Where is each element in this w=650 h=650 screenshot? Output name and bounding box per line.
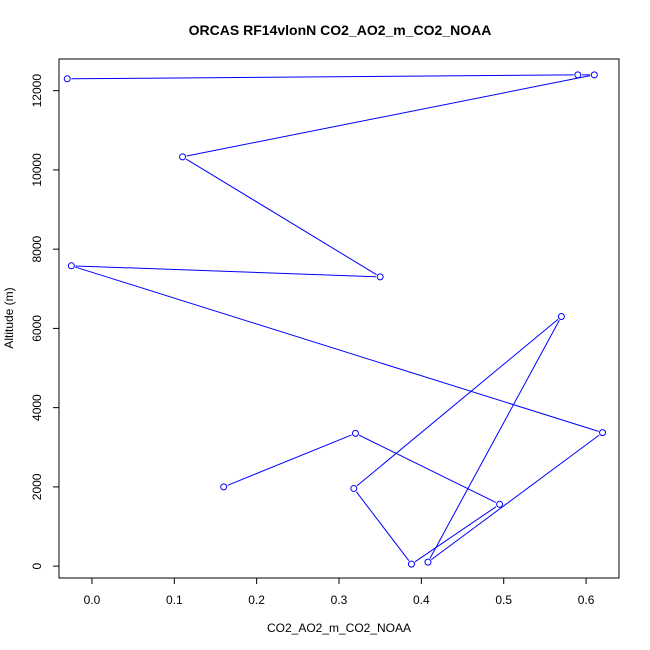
data-point: [179, 153, 187, 161]
data-point: [63, 75, 71, 83]
x-axis-label: CO2_AO2_m_CO2_NOAA: [267, 621, 411, 635]
series-line-segment: [186, 75, 591, 157]
series-line-segment: [355, 491, 410, 562]
x-tick-label: 0.6: [578, 593, 595, 607]
y-axis-label: Altitude (m): [2, 287, 16, 348]
y-tick-label: 4000: [30, 394, 44, 421]
series-line-segment: [71, 74, 574, 80]
y-tick-label: 12000: [30, 74, 44, 108]
y-tick-label: 6000: [30, 315, 44, 342]
data-point: [424, 558, 432, 566]
series-line-segment: [227, 434, 352, 486]
data-point: [220, 483, 228, 491]
data-point: [574, 71, 582, 79]
series-group: [63, 71, 607, 568]
x-tick-label: 0.1: [166, 593, 183, 607]
data-point: [590, 71, 598, 79]
data-point: [350, 484, 358, 492]
x-tick-label: 0.0: [84, 593, 101, 607]
plot-frame: [58, 58, 620, 579]
series-line-segment: [431, 434, 600, 561]
series-line-segment: [359, 434, 497, 503]
y-axis: 0 2000 4000 6000 8000 10000 12000: [30, 74, 59, 569]
x-tick-label: 0.3: [331, 593, 348, 607]
y-tick-label: 2000: [30, 473, 44, 500]
data-point: [557, 313, 565, 321]
series-line-segment: [429, 319, 560, 559]
x-tick-label: 0.2: [248, 593, 265, 607]
chart-title: ORCAS RF14vlonN CO2_AO2_m_CO2_NOAA: [189, 22, 492, 38]
series-line-segment: [75, 266, 599, 432]
y-tick-label: 0: [30, 562, 44, 569]
series-line-segment: [75, 265, 376, 278]
series-line-segment: [185, 158, 377, 276]
y-tick-label: 8000: [30, 235, 44, 262]
data-point: [376, 273, 384, 281]
x-tick-label: 0.5: [495, 593, 512, 607]
x-tick-label: 0.4: [413, 593, 430, 607]
series-line-segment: [414, 506, 497, 563]
series-line-segment: [356, 318, 559, 487]
x-axis: 0.0 0.1 0.2 0.3 0.4 0.5 0.6: [84, 578, 595, 607]
data-point: [496, 500, 504, 508]
data-point: [407, 560, 415, 568]
y-tick-label: 10000: [30, 153, 44, 187]
data-point: [599, 429, 607, 437]
data-point: [67, 262, 75, 270]
data-point: [351, 429, 359, 437]
